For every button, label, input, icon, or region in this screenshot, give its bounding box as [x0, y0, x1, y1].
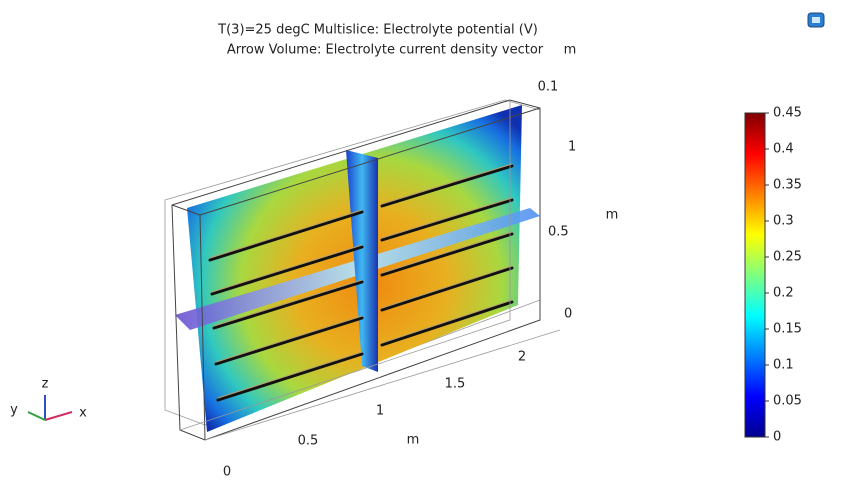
title-line: Arrow Volume: Electrolyte current densit…: [227, 43, 544, 58]
colorbar-tick-label: 0.2: [773, 286, 794, 301]
y-axis-label: m: [564, 43, 577, 58]
title-line: T(3)=25 degC Multislice: Electrolyte pot…: [217, 23, 538, 38]
colorbar-tick-label: 0.15: [773, 322, 802, 337]
colorbar-tick-label: 0.05: [773, 394, 802, 409]
colorbar-tick-label: 0.35: [773, 178, 802, 193]
colorbar-tick-label: 0.3: [773, 214, 794, 229]
z-axis-label: m: [606, 208, 619, 223]
x-tick-label: 0.5: [298, 434, 319, 449]
x-tick-label: 1.5: [445, 377, 466, 392]
colorbar-tick-label: 0.1: [773, 358, 794, 373]
colorbar-tick-label: 0.4: [773, 142, 794, 157]
plot-window: T(3)=25 degC Multislice: Electrolyte pot…: [0, 0, 856, 480]
triad-label: y: [10, 403, 18, 418]
colorbar-scale: [745, 113, 765, 437]
triad-label: z: [42, 377, 49, 392]
colorbar-tick-label: 0.45: [773, 106, 802, 121]
z-tick-label: 0: [564, 307, 572, 322]
x-axis-label: m: [407, 433, 420, 448]
x-tick-label: 0: [223, 465, 231, 480]
geometry: [165, 100, 560, 440]
colorbar-tick-label: 0.25: [773, 250, 802, 265]
x-tick-label: 1: [376, 404, 384, 419]
z-tick-label: 0.5: [548, 225, 569, 240]
colorbar: 0 0.05 0.1 0.15 0.2 0.25 0.3 0.35 0.4 0.45: [745, 106, 802, 445]
colorbar-tick-label: 0: [773, 430, 781, 445]
triad: z x y: [10, 377, 87, 421]
z-tick-label: 1: [568, 140, 576, 155]
triad-label: x: [79, 406, 87, 421]
toolbar-icon-inner: [812, 17, 820, 23]
x-tick-label: 2: [518, 350, 526, 365]
y-tick-label: 0.1: [538, 80, 559, 95]
